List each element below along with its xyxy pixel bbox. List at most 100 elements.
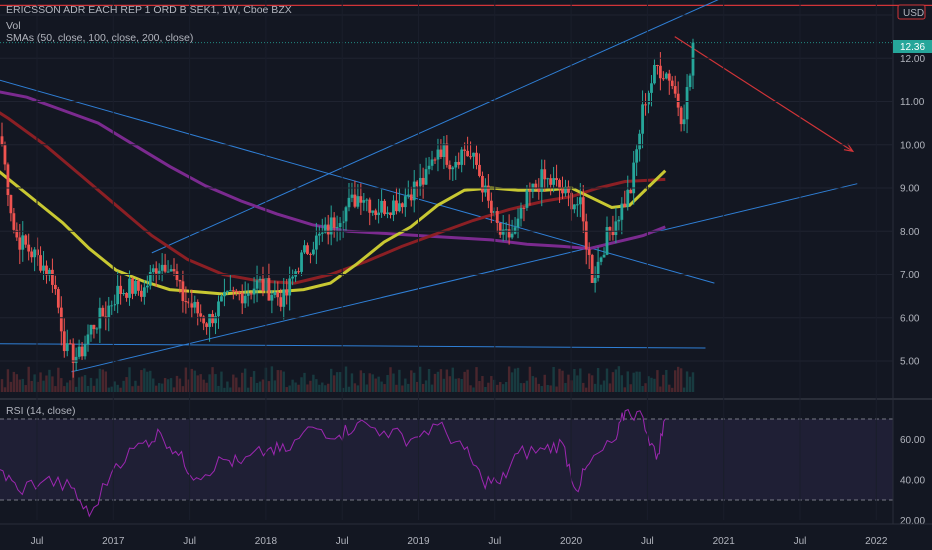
candle-body: [430, 159, 434, 166]
volume-bar: [623, 387, 626, 392]
volume-bar: [107, 387, 110, 392]
volume-bar: [205, 382, 208, 392]
volume-bar: [588, 373, 591, 392]
volume-bar: [543, 374, 546, 392]
candle-body: [383, 200, 386, 215]
volume-bar: [175, 375, 179, 392]
candle-body: [403, 196, 407, 208]
candle-body: [119, 285, 123, 294]
candle-body: [596, 261, 600, 278]
candle-body: [323, 224, 327, 233]
volume-bar: [288, 385, 291, 392]
candle-body: [516, 218, 520, 228]
candle-body: [534, 183, 538, 189]
candle-body: [220, 296, 223, 302]
candle-body: [329, 217, 333, 235]
candle-body: [481, 175, 484, 193]
volume-bar: [71, 370, 75, 392]
volume-bar: [647, 376, 650, 392]
volume-bar: [359, 370, 363, 392]
volume-bar: [297, 384, 300, 392]
volume-bar: [140, 370, 143, 392]
candle-body: [386, 212, 389, 215]
volume-legend: Vol: [6, 20, 21, 32]
candle-body: [314, 235, 318, 250]
volume-bar: [662, 374, 665, 392]
candle-body: [68, 343, 72, 345]
candle-body: [169, 269, 173, 272]
candle-body: [406, 194, 410, 197]
volume-bar: [593, 383, 597, 392]
volume-bar: [445, 369, 449, 392]
volume-bar: [146, 371, 149, 392]
volume-layer: [0, 366, 695, 392]
forecast-arrow-head: [843, 143, 855, 153]
volume-bar: [152, 378, 155, 392]
volume-bar: [86, 385, 90, 392]
sma-legend: SMAs (50, close, 100, close, 200, close): [6, 32, 194, 44]
rsi-legend: RSI (14, close): [6, 405, 76, 417]
candle-body: [377, 212, 381, 216]
volume-bar: [632, 372, 635, 392]
candle-body: [469, 156, 472, 158]
volume-bar: [401, 385, 404, 392]
candle-body: [196, 301, 200, 314]
volume-bar: [614, 369, 618, 392]
volume-bar: [258, 381, 262, 392]
candle-body: [629, 189, 633, 194]
volume-bar: [306, 384, 309, 392]
volume-bar: [39, 372, 42, 392]
candle-body: [418, 177, 422, 187]
candle-body: [368, 199, 372, 213]
candle-body: [439, 149, 443, 158]
volume-bar: [398, 369, 401, 392]
volume-bar: [282, 371, 285, 392]
volume-bar: [12, 371, 16, 392]
volume-bar: [252, 371, 256, 392]
volume-bar: [9, 381, 13, 392]
candle-body: [433, 159, 437, 161]
volume-bar: [324, 385, 327, 392]
candle-body: [688, 75, 692, 88]
candle-body: [225, 290, 229, 292]
volume-bar: [30, 380, 33, 392]
forecast-arrow: [674, 36, 854, 152]
candle-body: [45, 265, 48, 276]
volume-bar: [540, 386, 543, 392]
candle-body: [475, 152, 478, 165]
volume-bar: [327, 383, 330, 392]
candle-body: [632, 162, 636, 194]
volume-bar: [395, 384, 398, 392]
volume-bar: [466, 369, 469, 392]
volume-bar: [510, 372, 514, 392]
price-axis[interactable]: 13.0012.0011.0010.009.008.007.006.005.00…: [0, 11, 925, 527]
candle-body: [214, 316, 217, 324]
volume-bar: [341, 387, 345, 392]
volume-bar: [671, 387, 674, 392]
candle-body: [620, 203, 624, 220]
volume-bar: [338, 372, 342, 392]
candle-body: [374, 210, 378, 216]
candle-body: [110, 305, 114, 307]
candle-body: [107, 305, 111, 318]
volume-bar: [413, 372, 416, 392]
volume-bar: [199, 374, 202, 392]
candle-body: [647, 92, 650, 105]
volume-bar: [487, 382, 490, 392]
volume-bar: [27, 366, 30, 392]
candle-body: [291, 276, 295, 279]
candle-body: [240, 292, 244, 304]
candle-body: [578, 197, 582, 205]
volume-bar: [484, 386, 487, 392]
trendline-layer: [0, 0, 932, 373]
volume-bar: [469, 385, 472, 392]
candle-body: [306, 245, 309, 254]
volume-bar: [682, 387, 686, 392]
currency-badge[interactable]: [897, 4, 926, 20]
volume-bar: [513, 368, 517, 392]
candle-body: [297, 271, 300, 273]
volume-bar: [273, 380, 277, 392]
candle-body: [445, 143, 449, 165]
